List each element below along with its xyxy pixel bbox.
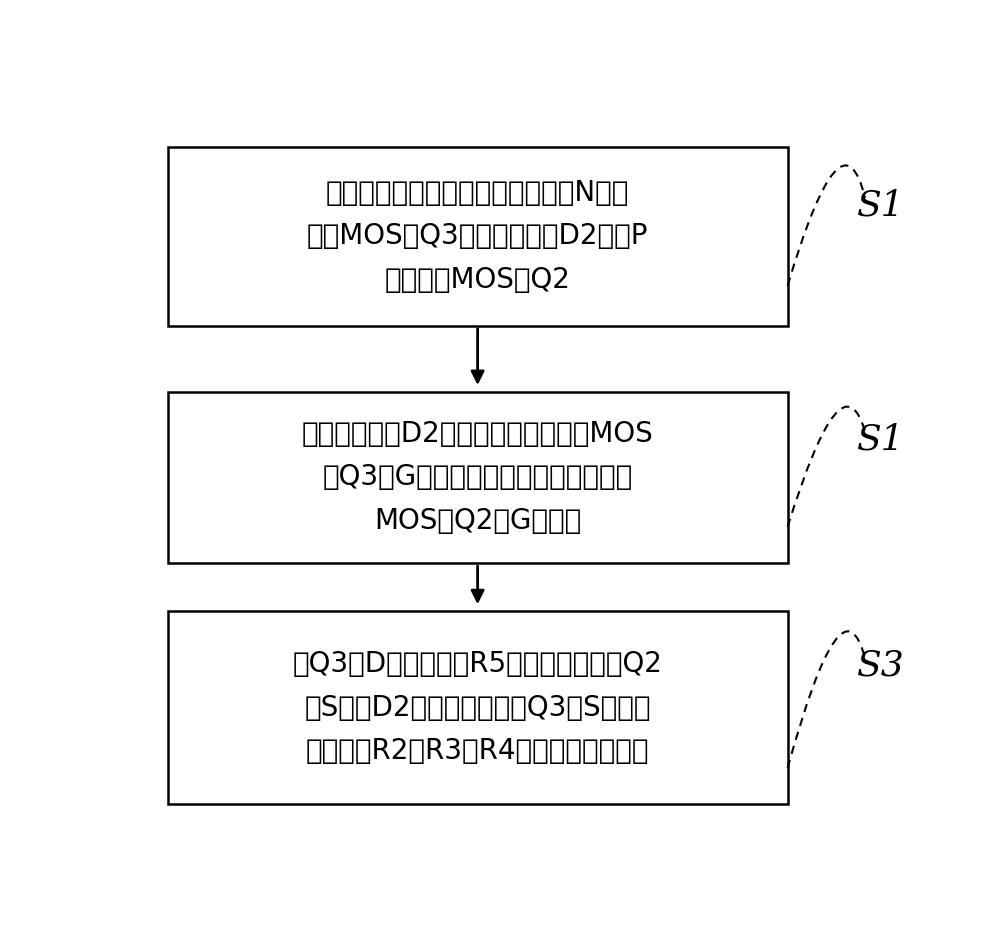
Bar <box>168 611 788 805</box>
Text: 将光电耦合器D2输入端的阴极与功率MOS
管Q3的G极连接，集电极输出端与功率
MOS管Q2的G极连接: 将光电耦合器D2输入端的阴极与功率MOS 管Q3的G极连接，集电极输出端与功率 … <box>302 420 654 535</box>
Text: S1: S1 <box>857 188 904 222</box>
Bar <box>168 392 788 564</box>
Bar <box>168 147 788 326</box>
Text: 在电压输入端与电路系统之间设置N沟道
功率MOS管Q3、光电耦合器D2以及P
沟道功率MOS管Q2: 在电压输入端与电路系统之间设置N沟道 功率MOS管Q3、光电耦合器D2以及P 沟… <box>307 178 648 293</box>
Text: S1: S1 <box>857 422 904 456</box>
Text: S3: S3 <box>857 648 904 682</box>
Text: 将Q3的D极通过电阻R5接入电路系统，Q2
的S极、D2输入端的阳极及Q3的S极分别
通过电阻R2、R3及R4与电压输入端连接: 将Q3的D极通过电阻R5接入电路系统，Q2 的S极、D2输入端的阳极及Q3的S极… <box>293 650 663 765</box>
